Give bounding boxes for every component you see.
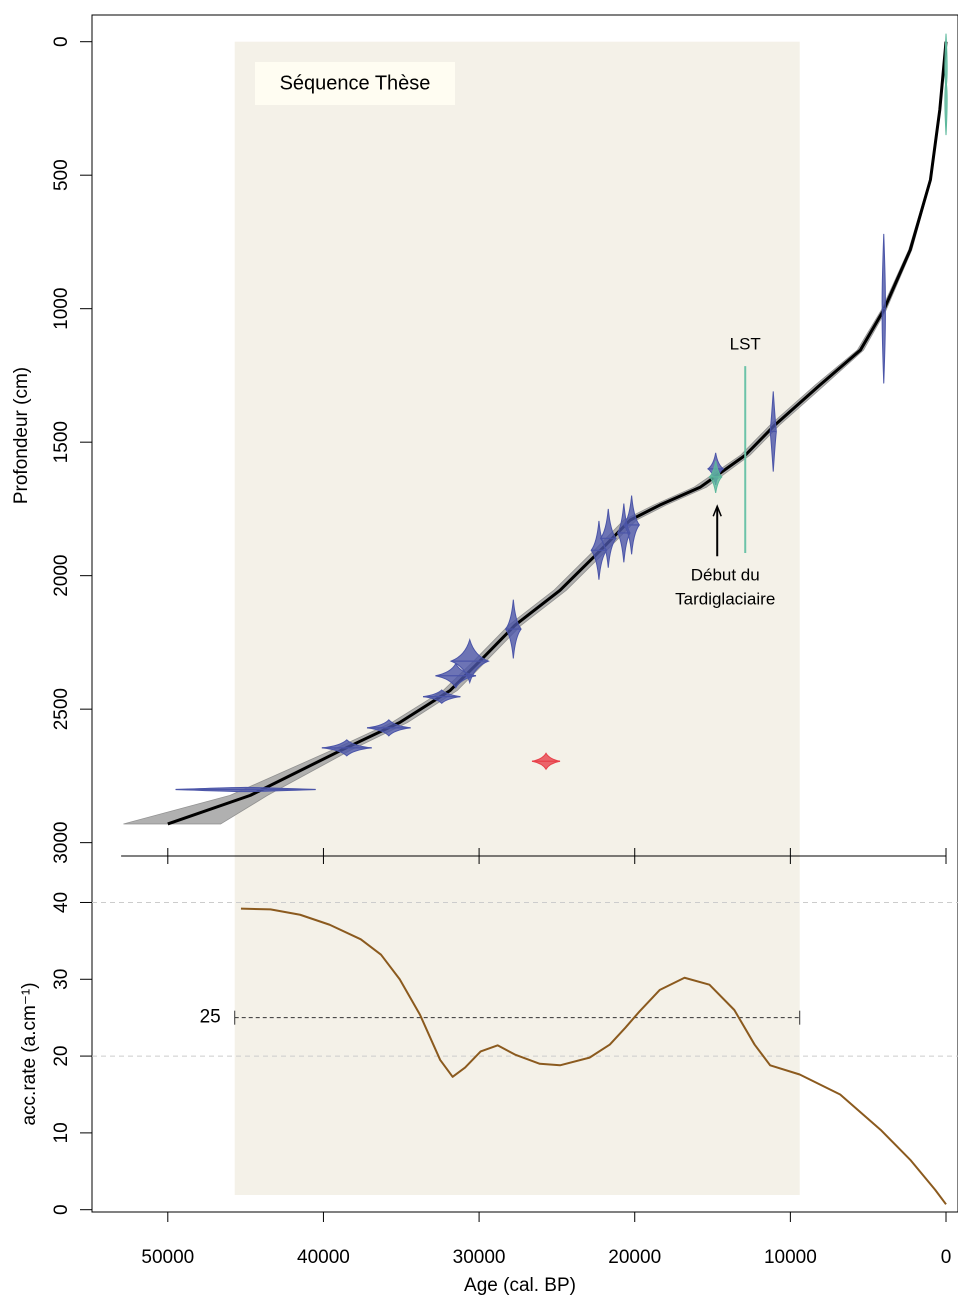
y-tick-label: 2000 xyxy=(51,555,72,597)
y-tick-label: 10 xyxy=(51,1122,72,1143)
y-tick-label: 20 xyxy=(51,1046,72,1067)
x-tick-label: 20000 xyxy=(608,1247,661,1268)
y-axis-title: Profondeur (cm) xyxy=(11,367,32,504)
annotation-arrowhead xyxy=(712,504,722,517)
x-tick-label: 30000 xyxy=(453,1247,506,1268)
x-tick-label: 10000 xyxy=(764,1247,817,1268)
y-tick-label: 2500 xyxy=(51,688,72,730)
x-tick-label: 50000 xyxy=(141,1247,194,1268)
y-tick-label: 0 xyxy=(51,1204,72,1215)
y-tick-label: 1500 xyxy=(51,421,72,463)
y-tick-label: 30 xyxy=(51,969,72,990)
annotation-text: Tardiglaciaire xyxy=(675,590,775,609)
sequence-label: Séquence Thèse xyxy=(280,72,431,94)
x-tick-label: 40000 xyxy=(297,1247,350,1268)
x-tick-label: 0 xyxy=(941,1247,952,1268)
model-curve xyxy=(167,41,948,826)
x-axis-title: Age (cal. BP) xyxy=(464,1275,576,1296)
lst-label: LST xyxy=(730,335,761,354)
y-axis-title: acc.rate (a.cm⁻¹) xyxy=(19,982,40,1125)
acc-rate-line xyxy=(240,907,947,1205)
y-tick-label: 0 xyxy=(51,36,72,47)
y-tick-label: 500 xyxy=(51,159,72,191)
y-tick-label: 1000 xyxy=(51,288,72,330)
y-tick-label: 3000 xyxy=(51,822,72,864)
sequence-label-box xyxy=(255,62,455,105)
y-tick-label: 40 xyxy=(51,892,72,913)
annotation-text: Début du xyxy=(691,566,760,585)
mean-rate-label: 25 xyxy=(200,1007,221,1028)
